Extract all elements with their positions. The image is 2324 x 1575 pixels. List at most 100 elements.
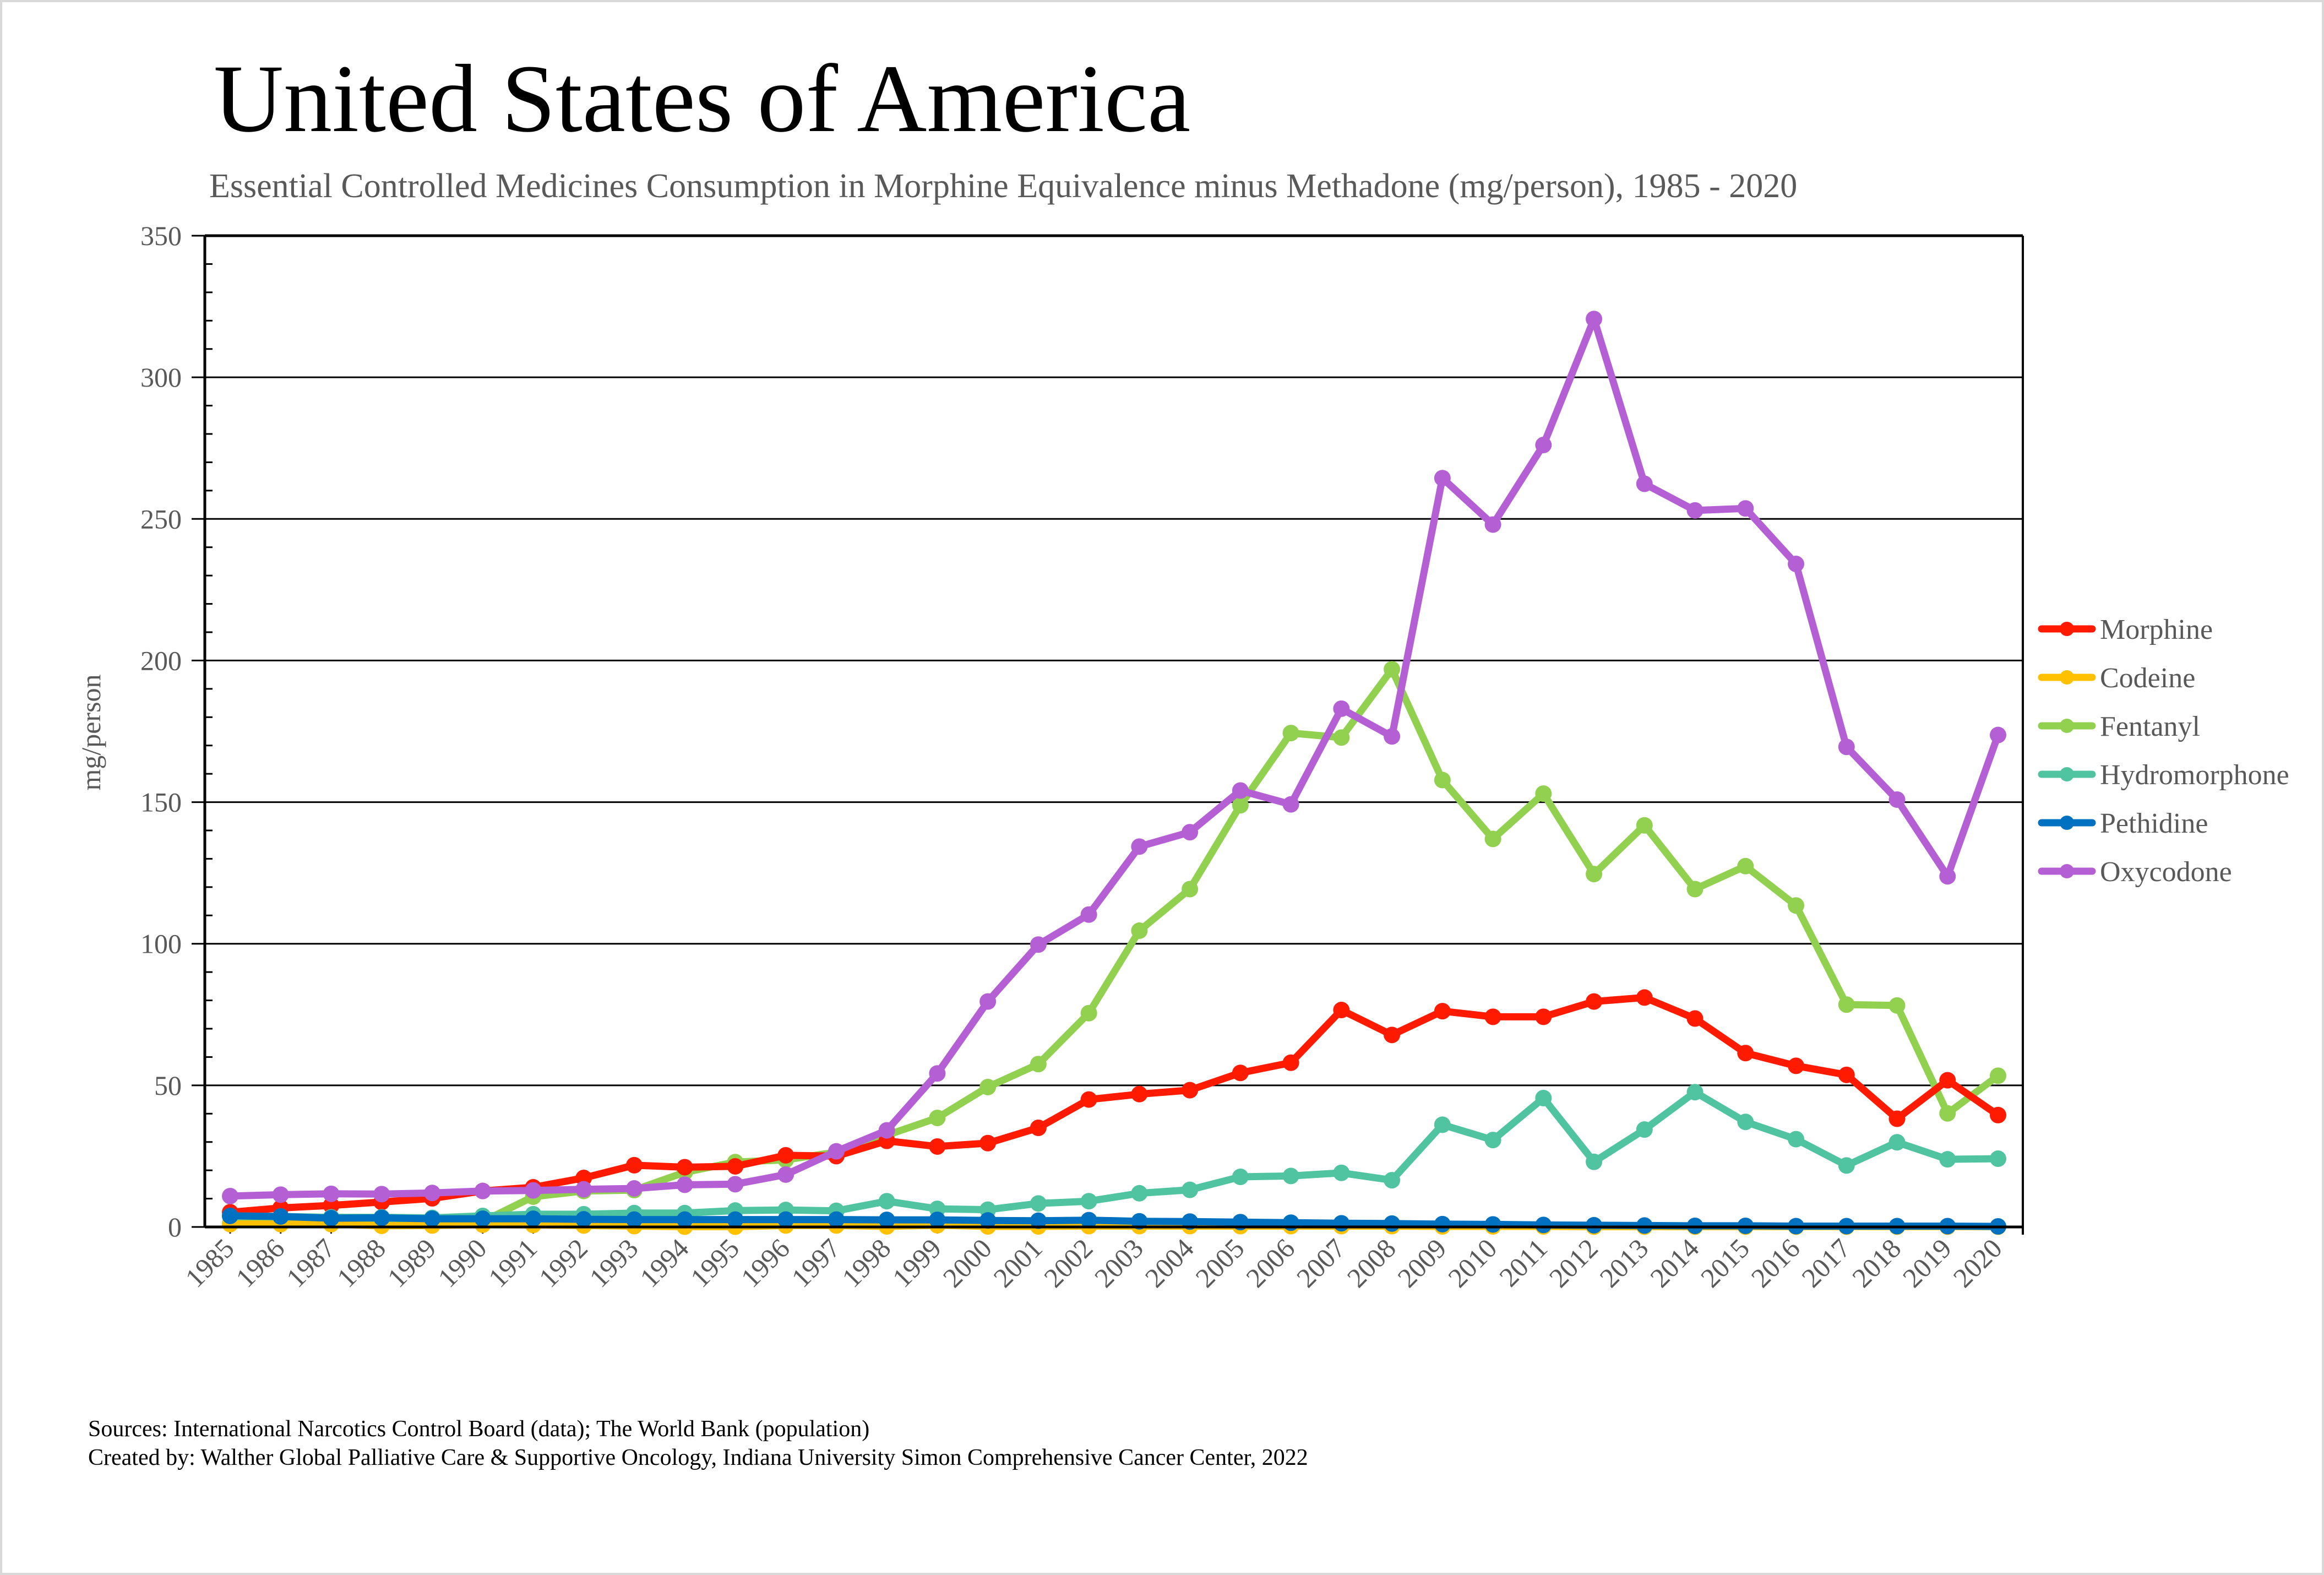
x-tick-label: 1993: [583, 1232, 644, 1293]
data-point-hydromorphone: [1686, 1084, 1703, 1101]
chart-title: United States of America: [214, 45, 1190, 153]
data-point-oxycodone: [1282, 796, 1299, 813]
legend-marker-icon: [2060, 816, 2074, 830]
data-point-fentanyl: [1131, 922, 1148, 939]
y-tick-label: 0: [168, 1212, 182, 1242]
data-point-morphine: [929, 1138, 946, 1155]
x-tick-label: 1989: [381, 1232, 442, 1293]
data-point-pethidine: [777, 1211, 794, 1228]
y-tick-label: 100: [140, 928, 182, 959]
data-point-hydromorphone: [1080, 1193, 1097, 1210]
legend-marker-icon: [2060, 622, 2074, 636]
data-point-morphine: [625, 1156, 643, 1174]
y-tick-label: 350: [140, 220, 182, 251]
data-point-fentanyl: [1586, 866, 1603, 883]
data-point-morphine: [1131, 1085, 1148, 1102]
series-fentanyl: [222, 661, 2006, 1232]
data-point-oxycodone: [929, 1065, 946, 1082]
data-point-hydromorphone: [1888, 1134, 1906, 1151]
data-point-fentanyl: [1384, 661, 1401, 678]
legend-item-morphine[interactable]: Morphine: [2038, 614, 2213, 645]
footer-sources: Sources: International Narcotics Control…: [88, 1416, 869, 1442]
legend-item-codeine[interactable]: Codeine: [2038, 662, 2195, 694]
data-point-hydromorphone: [1434, 1116, 1451, 1133]
data-point-hydromorphone: [1384, 1172, 1401, 1189]
data-point-fentanyl: [1232, 797, 1249, 814]
data-point-oxycodone: [272, 1186, 289, 1203]
x-tick-label: 2011: [1493, 1232, 1553, 1292]
data-point-morphine: [1636, 989, 1653, 1006]
plot-border: [203, 234, 2024, 1235]
legend-item-fentanyl[interactable]: Fentanyl: [2038, 711, 2200, 742]
data-point-fentanyl: [1535, 785, 1552, 802]
data-point-pethidine: [1586, 1216, 1603, 1234]
data-point-hydromorphone: [1535, 1090, 1552, 1106]
x-tick-label: 2012: [1543, 1232, 1604, 1293]
x-tick-label: 1999: [886, 1232, 947, 1293]
series-hydromorphone: [222, 1084, 2006, 1226]
y-axis-ticks: 0 50 100 150 200 250 300 350: [140, 220, 213, 1242]
data-point-pethidine: [423, 1210, 440, 1228]
x-tick-label: 1985: [179, 1232, 240, 1293]
data-point-morphine: [1080, 1091, 1097, 1108]
data-point-pethidine: [1080, 1212, 1097, 1229]
data-point-fentanyl: [1182, 881, 1199, 898]
data-point-pethidine: [1434, 1215, 1451, 1232]
data-point-morphine: [676, 1159, 693, 1176]
legend-marker-icon: [2060, 864, 2074, 878]
data-point-oxycodone: [1030, 936, 1047, 953]
data-point-pethidine: [1030, 1212, 1047, 1229]
y-tick-label: 150: [140, 787, 182, 818]
data-point-hydromorphone: [1484, 1132, 1501, 1149]
data-point-hydromorphone: [878, 1193, 895, 1210]
data-point-hydromorphone: [1030, 1195, 1047, 1212]
data-point-fentanyl: [1333, 729, 1350, 746]
legend-item-hydromorphone[interactable]: Hydromorphone: [2038, 759, 2289, 791]
x-tick-label: 2007: [1291, 1232, 1351, 1293]
legend-label: Morphine: [2100, 614, 2213, 645]
x-tick-label: 1988: [331, 1232, 391, 1293]
data-point-oxycodone: [222, 1187, 238, 1204]
data-point-fentanyl: [1434, 772, 1451, 789]
data-point-morphine: [1888, 1110, 1906, 1127]
data-point-oxycodone: [1788, 556, 1805, 573]
legend-label: Fentanyl: [2100, 711, 2200, 742]
data-point-oxycodone: [625, 1180, 643, 1197]
data-point-morphine: [1484, 1008, 1501, 1025]
x-tick-label: 2014: [1644, 1232, 1705, 1293]
data-point-morphine: [1535, 1008, 1552, 1025]
data-point-oxycodone: [1636, 475, 1653, 492]
data-point-pethidine: [222, 1207, 238, 1224]
x-tick-label: 1990: [432, 1232, 492, 1293]
data-point-hydromorphone: [1232, 1168, 1249, 1185]
data-point-fentanyl: [1838, 996, 1855, 1013]
data-point-fentanyl: [1686, 881, 1703, 898]
legend: Morphine Codeine Fentanyl Hydromorphone Peth…: [2038, 614, 2289, 888]
data-point-oxycodone: [676, 1176, 693, 1193]
data-point-pethidine: [525, 1210, 542, 1228]
data-point-pethidine: [1282, 1214, 1299, 1231]
x-tick-label: 2003: [1088, 1232, 1149, 1293]
data-point-morphine: [1737, 1045, 1754, 1062]
data-point-morphine: [1939, 1072, 1956, 1089]
legend-marker-icon: [2060, 670, 2074, 685]
data-point-oxycodone: [474, 1182, 491, 1199]
legend-item-pethidine[interactable]: Pethidine: [2038, 808, 2208, 839]
data-point-morphine: [1838, 1066, 1855, 1083]
data-point-oxycodone: [575, 1181, 592, 1198]
data-point-pethidine: [676, 1211, 693, 1228]
data-point-pethidine: [878, 1212, 895, 1229]
data-point-morphine: [1686, 1010, 1703, 1027]
data-point-morphine: [1232, 1065, 1249, 1082]
data-point-oxycodone: [1434, 470, 1451, 487]
data-point-fentanyl: [1888, 997, 1906, 1014]
data-point-oxycodone: [1686, 502, 1703, 519]
legend-label: Pethidine: [2100, 808, 2208, 839]
chart-subtitle: Essential Controlled Medicines Consumpti…: [209, 167, 1797, 205]
data-point-pethidine: [1484, 1216, 1501, 1233]
data-point-oxycodone: [1333, 700, 1350, 717]
data-point-fentanyl: [1788, 897, 1805, 914]
x-tick-label: 2020: [1947, 1232, 2007, 1293]
data-point-oxycodone: [373, 1186, 390, 1203]
legend-item-oxycodone[interactable]: Oxycodone: [2038, 856, 2232, 888]
